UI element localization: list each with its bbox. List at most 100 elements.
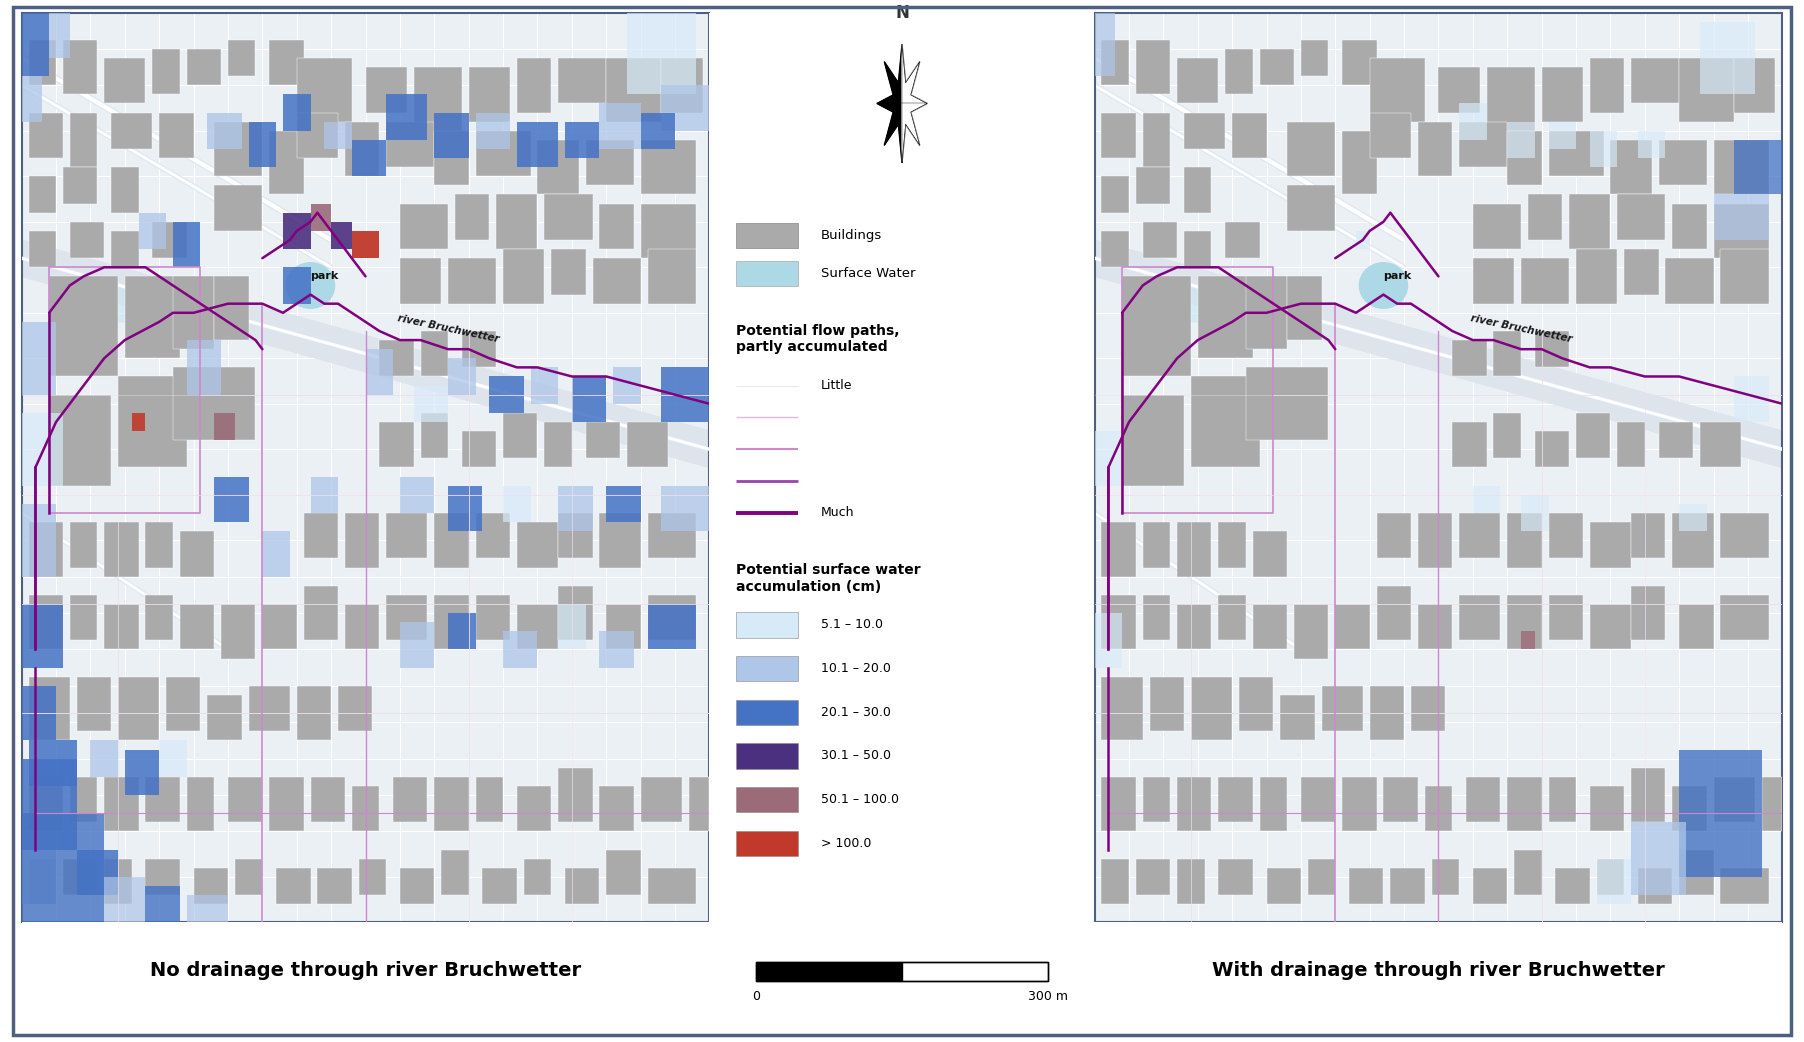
Bar: [1680, 749, 1763, 877]
Bar: [112, 231, 139, 268]
Bar: [1472, 203, 1521, 249]
Bar: [1555, 868, 1589, 904]
Bar: [736, 655, 797, 681]
Bar: [146, 886, 180, 922]
Bar: [599, 631, 633, 668]
Bar: [1411, 686, 1445, 731]
Bar: [29, 113, 63, 158]
Bar: [1425, 786, 1452, 832]
Bar: [1266, 868, 1301, 904]
Bar: [159, 113, 193, 158]
Bar: [29, 676, 70, 741]
Bar: [1672, 203, 1707, 249]
Bar: [215, 122, 262, 176]
Bar: [400, 868, 435, 904]
Bar: [105, 58, 146, 103]
Bar: [1369, 686, 1404, 741]
Bar: [1459, 103, 1486, 140]
Bar: [1494, 413, 1521, 458]
Bar: [476, 513, 511, 559]
Bar: [1665, 258, 1714, 303]
Bar: [132, 413, 146, 431]
Bar: [1357, 231, 1369, 249]
Bar: [447, 613, 476, 649]
Bar: [180, 531, 215, 576]
Bar: [215, 476, 249, 522]
Bar: [1418, 122, 1452, 176]
Bar: [296, 686, 332, 741]
Bar: [1293, 604, 1328, 659]
Bar: [1335, 604, 1369, 649]
Bar: [1218, 595, 1247, 641]
Bar: [1542, 67, 1582, 122]
Text: 10.1 – 20.0: 10.1 – 20.0: [821, 662, 891, 675]
Bar: [516, 122, 557, 167]
Text: Potential flow paths,
partly accumulated: Potential flow paths, partly accumulated: [736, 324, 900, 354]
Bar: [1308, 859, 1335, 895]
Bar: [1259, 49, 1293, 85]
Bar: [207, 695, 242, 741]
Bar: [1137, 40, 1171, 95]
Bar: [22, 322, 56, 395]
Bar: [503, 413, 538, 458]
Bar: [63, 859, 97, 895]
Bar: [1589, 604, 1631, 649]
Bar: [756, 962, 902, 982]
Bar: [1102, 859, 1129, 904]
Bar: [70, 222, 105, 258]
Text: Much: Much: [821, 506, 855, 520]
Bar: [516, 604, 557, 649]
Bar: [386, 595, 428, 641]
Bar: [124, 749, 159, 795]
Bar: [1218, 777, 1252, 822]
Bar: [105, 859, 132, 904]
Bar: [1548, 777, 1577, 822]
Bar: [462, 331, 496, 368]
Bar: [1095, 13, 1115, 76]
Bar: [1459, 595, 1501, 641]
Bar: [1384, 777, 1418, 822]
Bar: [1183, 231, 1212, 268]
Bar: [1349, 868, 1384, 904]
Bar: [1631, 822, 1687, 895]
Bar: [413, 67, 462, 131]
Bar: [1459, 513, 1501, 559]
Bar: [482, 868, 516, 904]
Bar: [736, 260, 797, 287]
Bar: [1508, 131, 1542, 185]
Bar: [1218, 859, 1252, 895]
Bar: [166, 676, 200, 731]
Bar: [386, 95, 428, 140]
Bar: [139, 213, 166, 249]
Text: Little: Little: [821, 379, 853, 392]
Bar: [1528, 195, 1562, 240]
Bar: [22, 686, 56, 741]
Bar: [146, 859, 180, 895]
Bar: [1239, 676, 1274, 731]
Bar: [70, 595, 97, 641]
Bar: [628, 13, 696, 95]
Bar: [1142, 222, 1178, 258]
Bar: [1680, 604, 1714, 649]
Bar: [516, 522, 557, 568]
Bar: [648, 249, 696, 303]
Text: > 100.0: > 100.0: [821, 837, 871, 850]
Text: 20.1 – 30.0: 20.1 – 30.0: [821, 705, 891, 719]
Bar: [400, 622, 435, 668]
Bar: [1631, 513, 1665, 559]
Bar: [1342, 131, 1376, 195]
Text: With drainage through river Bruchwetter: With drainage through river Bruchwetter: [1212, 961, 1665, 981]
Bar: [29, 231, 56, 268]
Bar: [1218, 522, 1247, 568]
Bar: [345, 122, 379, 176]
Bar: [1247, 368, 1328, 440]
Bar: [180, 604, 215, 649]
Bar: [49, 276, 117, 376]
Bar: [296, 113, 337, 158]
Bar: [269, 777, 303, 832]
Bar: [455, 195, 489, 240]
Bar: [435, 113, 469, 158]
Bar: [152, 222, 188, 258]
Bar: [173, 368, 256, 440]
Bar: [662, 368, 709, 422]
